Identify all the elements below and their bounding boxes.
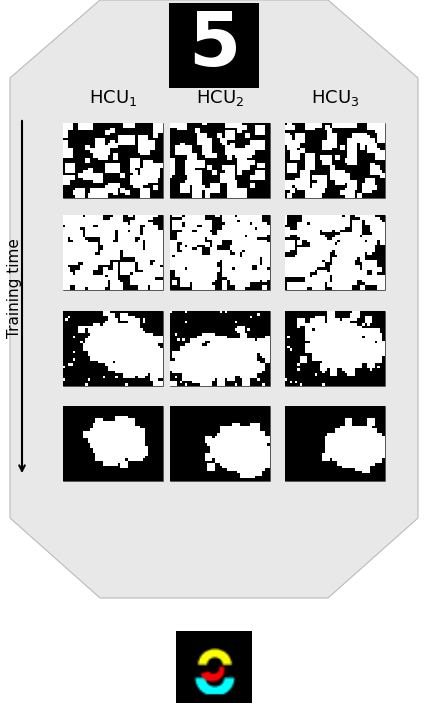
Bar [285,311,385,386]
Text: HCU$_1$: HCU$_1$ [89,88,137,108]
Bar [285,406,385,481]
Bar [170,215,270,290]
Bar [63,311,163,386]
Bar [63,406,163,481]
Text: Training time: Training time [8,238,23,338]
Bar [169,3,259,88]
Bar [176,631,252,703]
Bar [170,311,270,386]
Bar [63,123,163,198]
Bar [170,406,270,481]
Text: HCU$_3$: HCU$_3$ [311,88,359,108]
Text: HCU$_2$: HCU$_2$ [196,88,244,108]
Bar [63,215,163,290]
Bar [285,215,385,290]
Bar [285,123,385,198]
Text: 5: 5 [188,9,240,82]
Bar [170,123,270,198]
Polygon shape [10,0,418,598]
